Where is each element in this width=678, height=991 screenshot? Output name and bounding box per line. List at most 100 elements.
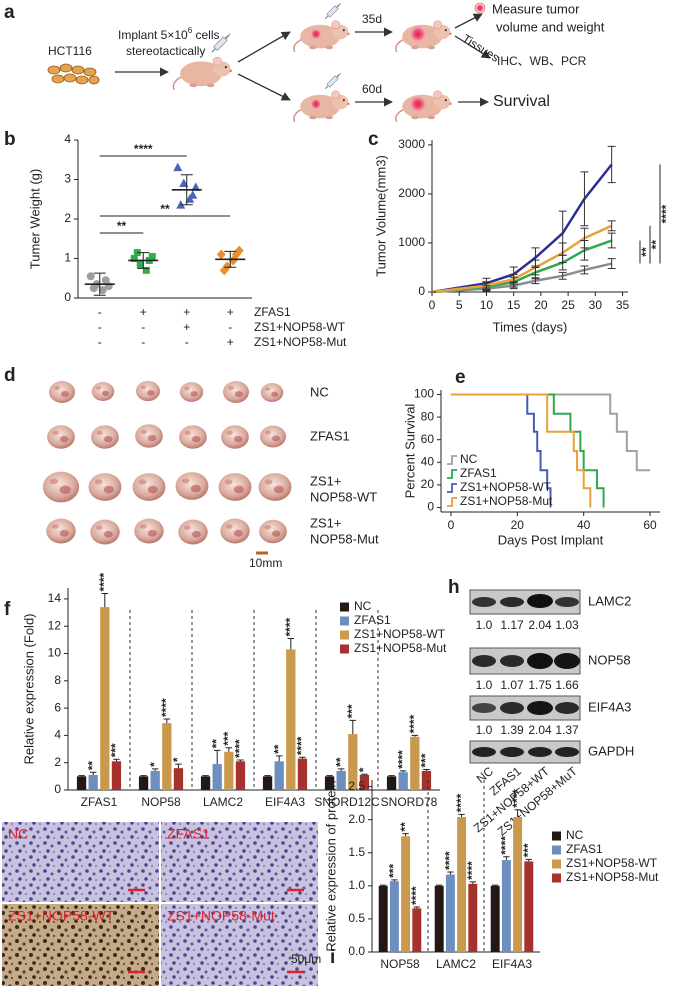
significance-label: **** (465, 861, 479, 880)
x-tick-label: 20 (511, 518, 525, 532)
arrow (454, 35, 491, 59)
condition-sign: - (98, 305, 102, 319)
y-tick-label: 0 (427, 500, 434, 514)
x-tick-label: EIF4A3 (492, 957, 532, 971)
error-bar (580, 227, 589, 249)
y-tick-label: 20 (421, 477, 435, 491)
band-ratio: 1.17 (500, 618, 524, 632)
legend-swatch (447, 483, 457, 493)
condition-label: ZS1+NOP58-Mut (254, 335, 347, 349)
y-tick-label: 80 (421, 409, 435, 423)
bar (378, 885, 388, 952)
error-bar (469, 881, 476, 884)
data-point (148, 253, 156, 261)
row-label: ZS1+ (310, 515, 341, 530)
mouse (172, 56, 233, 90)
x-tick-label: 30 (589, 298, 603, 312)
error-bar (89, 771, 97, 775)
x-tick-label: 25 (561, 298, 575, 312)
tumor (175, 472, 209, 500)
cells (47, 63, 100, 85)
tumor (218, 473, 252, 501)
band-ratio: 1.0 (476, 618, 493, 632)
x-tick-label: 10 (480, 298, 494, 312)
ihc-label: ZS1+NOP58-Mut (167, 908, 275, 924)
bar (235, 761, 246, 790)
condition-sign: - (98, 335, 102, 349)
significance-label: ** (160, 202, 170, 216)
x-tick-label: NOP58 (141, 795, 181, 809)
x-tick-label: 0 (448, 518, 455, 532)
survival-line (450, 393, 592, 508)
legend-swatch (552, 845, 561, 855)
legend-label: ZS1+NOP58-Mut (566, 870, 659, 884)
error-bar (388, 775, 395, 777)
error-bar (225, 747, 233, 752)
legend-label: ZS1+NOP58-WT (354, 627, 446, 641)
y-tick-label: 0 (64, 290, 71, 304)
bar (386, 776, 397, 790)
significance-label: **** (407, 714, 421, 733)
legend-swatch (552, 873, 561, 883)
y-tick-label: 12 (48, 618, 62, 632)
x-tick-label: SNORD12C (314, 795, 380, 809)
mouse (293, 89, 351, 122)
error-bar (492, 884, 499, 886)
panel-letter: f (4, 599, 11, 620)
y-tick-label: 60 (421, 432, 435, 446)
error-bar (151, 768, 159, 771)
measure-text: Measure tumor (492, 1, 580, 16)
error-bar (402, 833, 409, 837)
condition-label: ZFAS1 (254, 305, 291, 319)
y-tick-label: 10 (48, 646, 62, 660)
band-ratio: 1.66 (555, 678, 579, 692)
significance-label: **** (395, 750, 409, 769)
bar (348, 734, 358, 790)
tumor (178, 519, 208, 545)
quantification: 1.0 1.17 2.04 1.03 1.0 1.07 1.75 1.66 1.0 1.39 2… (476, 618, 579, 737)
data-point (179, 178, 189, 187)
tumor (259, 519, 287, 544)
legend-swatch (552, 859, 561, 869)
error-bar (607, 232, 616, 249)
bar (468, 883, 478, 952)
significance-label: ** (85, 761, 99, 771)
error-bar (607, 258, 616, 269)
panel-letter: i (330, 947, 335, 968)
significance-label: **** (510, 789, 524, 808)
bar (336, 770, 346, 790)
syringe (323, 71, 343, 91)
arrow (237, 31, 291, 63)
tumor (135, 424, 163, 448)
significance-label: *** (387, 864, 401, 878)
legend-swatch (340, 644, 349, 654)
error-bar (558, 271, 567, 280)
tumor-spot (310, 98, 322, 110)
error-bar (580, 265, 589, 275)
condition-label: ZS1+NOP58-WT (254, 320, 346, 334)
band-ratio: 1.07 (500, 678, 524, 692)
data-point (173, 162, 183, 172)
significance-label: **** (659, 204, 673, 223)
implant-text: Implant 5×106 cells (118, 26, 220, 42)
x-tick-label: 5 (456, 298, 463, 312)
bar (401, 836, 411, 952)
implant-superscript: 6 (188, 26, 193, 35)
significance-label: **** (97, 572, 111, 591)
error-bar (275, 755, 283, 762)
error-bar (361, 773, 368, 775)
significance-label: **** (159, 698, 173, 717)
legend-label: NC (566, 828, 584, 842)
y-tick-label: 3000 (398, 137, 425, 151)
bar (389, 881, 399, 952)
error-bar (525, 858, 532, 862)
error-bar (411, 734, 419, 737)
error-bar (391, 879, 398, 882)
tumor (88, 473, 122, 501)
bar (297, 758, 308, 790)
duration: 35d (362, 12, 382, 26)
tumor (42, 471, 80, 503)
row-label: NC (310, 384, 329, 399)
data-point (89, 284, 98, 293)
x-tick-label: LAMC2 (203, 795, 243, 809)
